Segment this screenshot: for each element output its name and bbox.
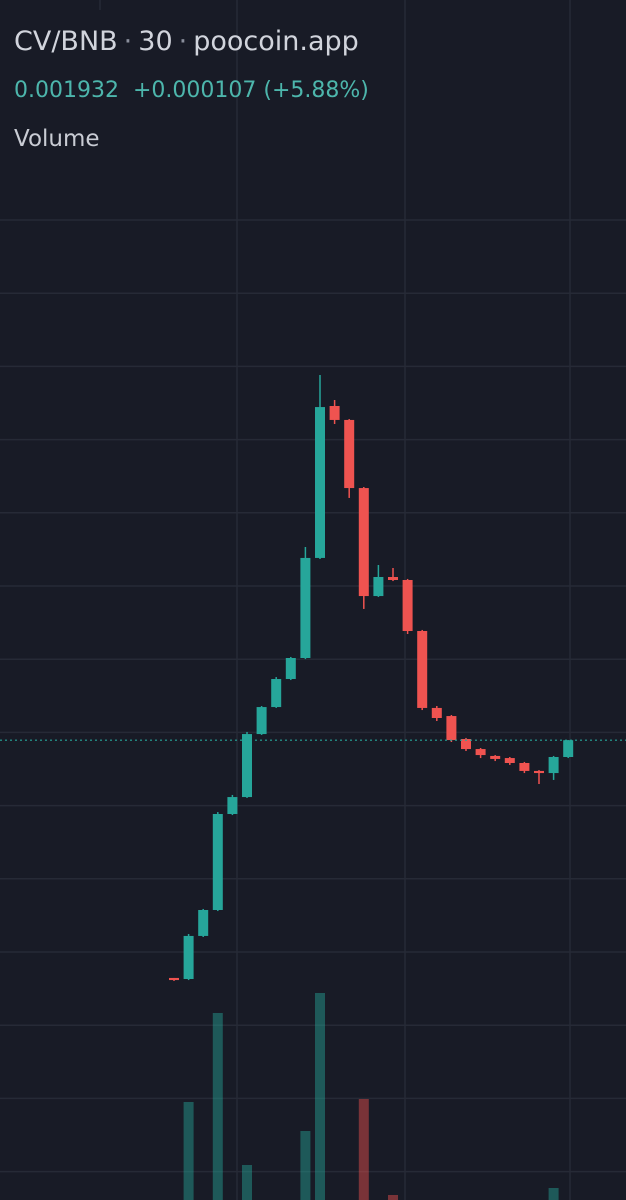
indicator-label: Volume: [14, 126, 100, 152]
price-line: 0.001932 +0.000107 (+5.88%): [14, 78, 369, 103]
candle-body: [300, 557, 311, 658]
candle-body: [563, 740, 574, 757]
volume-bar: [358, 1099, 369, 1200]
volume-bar: [300, 1131, 311, 1200]
candle-body: [519, 763, 530, 771]
candle-body: [329, 406, 340, 420]
volume-bar: [212, 1013, 223, 1200]
candle-body: [212, 814, 223, 910]
volume-bar: [242, 1165, 252, 1200]
candle-body: [534, 770, 544, 774]
candle-body: [402, 580, 413, 631]
symbol-line: CV/BNB · 30 · poocoin.app: [14, 26, 359, 57]
candle-body: [183, 935, 194, 979]
symbol: CV/BNB: [14, 26, 118, 57]
volume-bar: [548, 1188, 559, 1200]
candle-body: [344, 419, 355, 489]
candle-body: [242, 734, 252, 798]
source: poocoin.app: [193, 26, 359, 57]
candle-body: [285, 658, 296, 679]
candle-body: [431, 707, 442, 718]
volume-bar: [315, 993, 325, 1200]
candle-body: [446, 716, 457, 741]
volume-bar: [183, 1102, 194, 1200]
candle-body: [388, 577, 398, 580]
candle-body: [256, 707, 267, 735]
price: 0.001932: [14, 78, 119, 103]
candle-body: [198, 910, 209, 936]
volume-bar: [388, 1195, 398, 1200]
candle-body: [461, 739, 471, 750]
candle-body: [417, 631, 428, 708]
candle-body: [315, 407, 325, 558]
candle-body: [358, 488, 369, 597]
candle-body: [475, 749, 486, 756]
candle-body: [227, 797, 238, 814]
change-pct: (+5.88%): [263, 78, 369, 103]
candle-body: [548, 757, 559, 774]
candle-body: [504, 758, 515, 763]
interval: 30: [138, 26, 173, 57]
candle-body: [169, 977, 179, 981]
change: +0.000107: [132, 78, 257, 103]
candle-body: [271, 679, 282, 708]
candle-body: [373, 577, 384, 597]
candle-body: [490, 755, 501, 759]
